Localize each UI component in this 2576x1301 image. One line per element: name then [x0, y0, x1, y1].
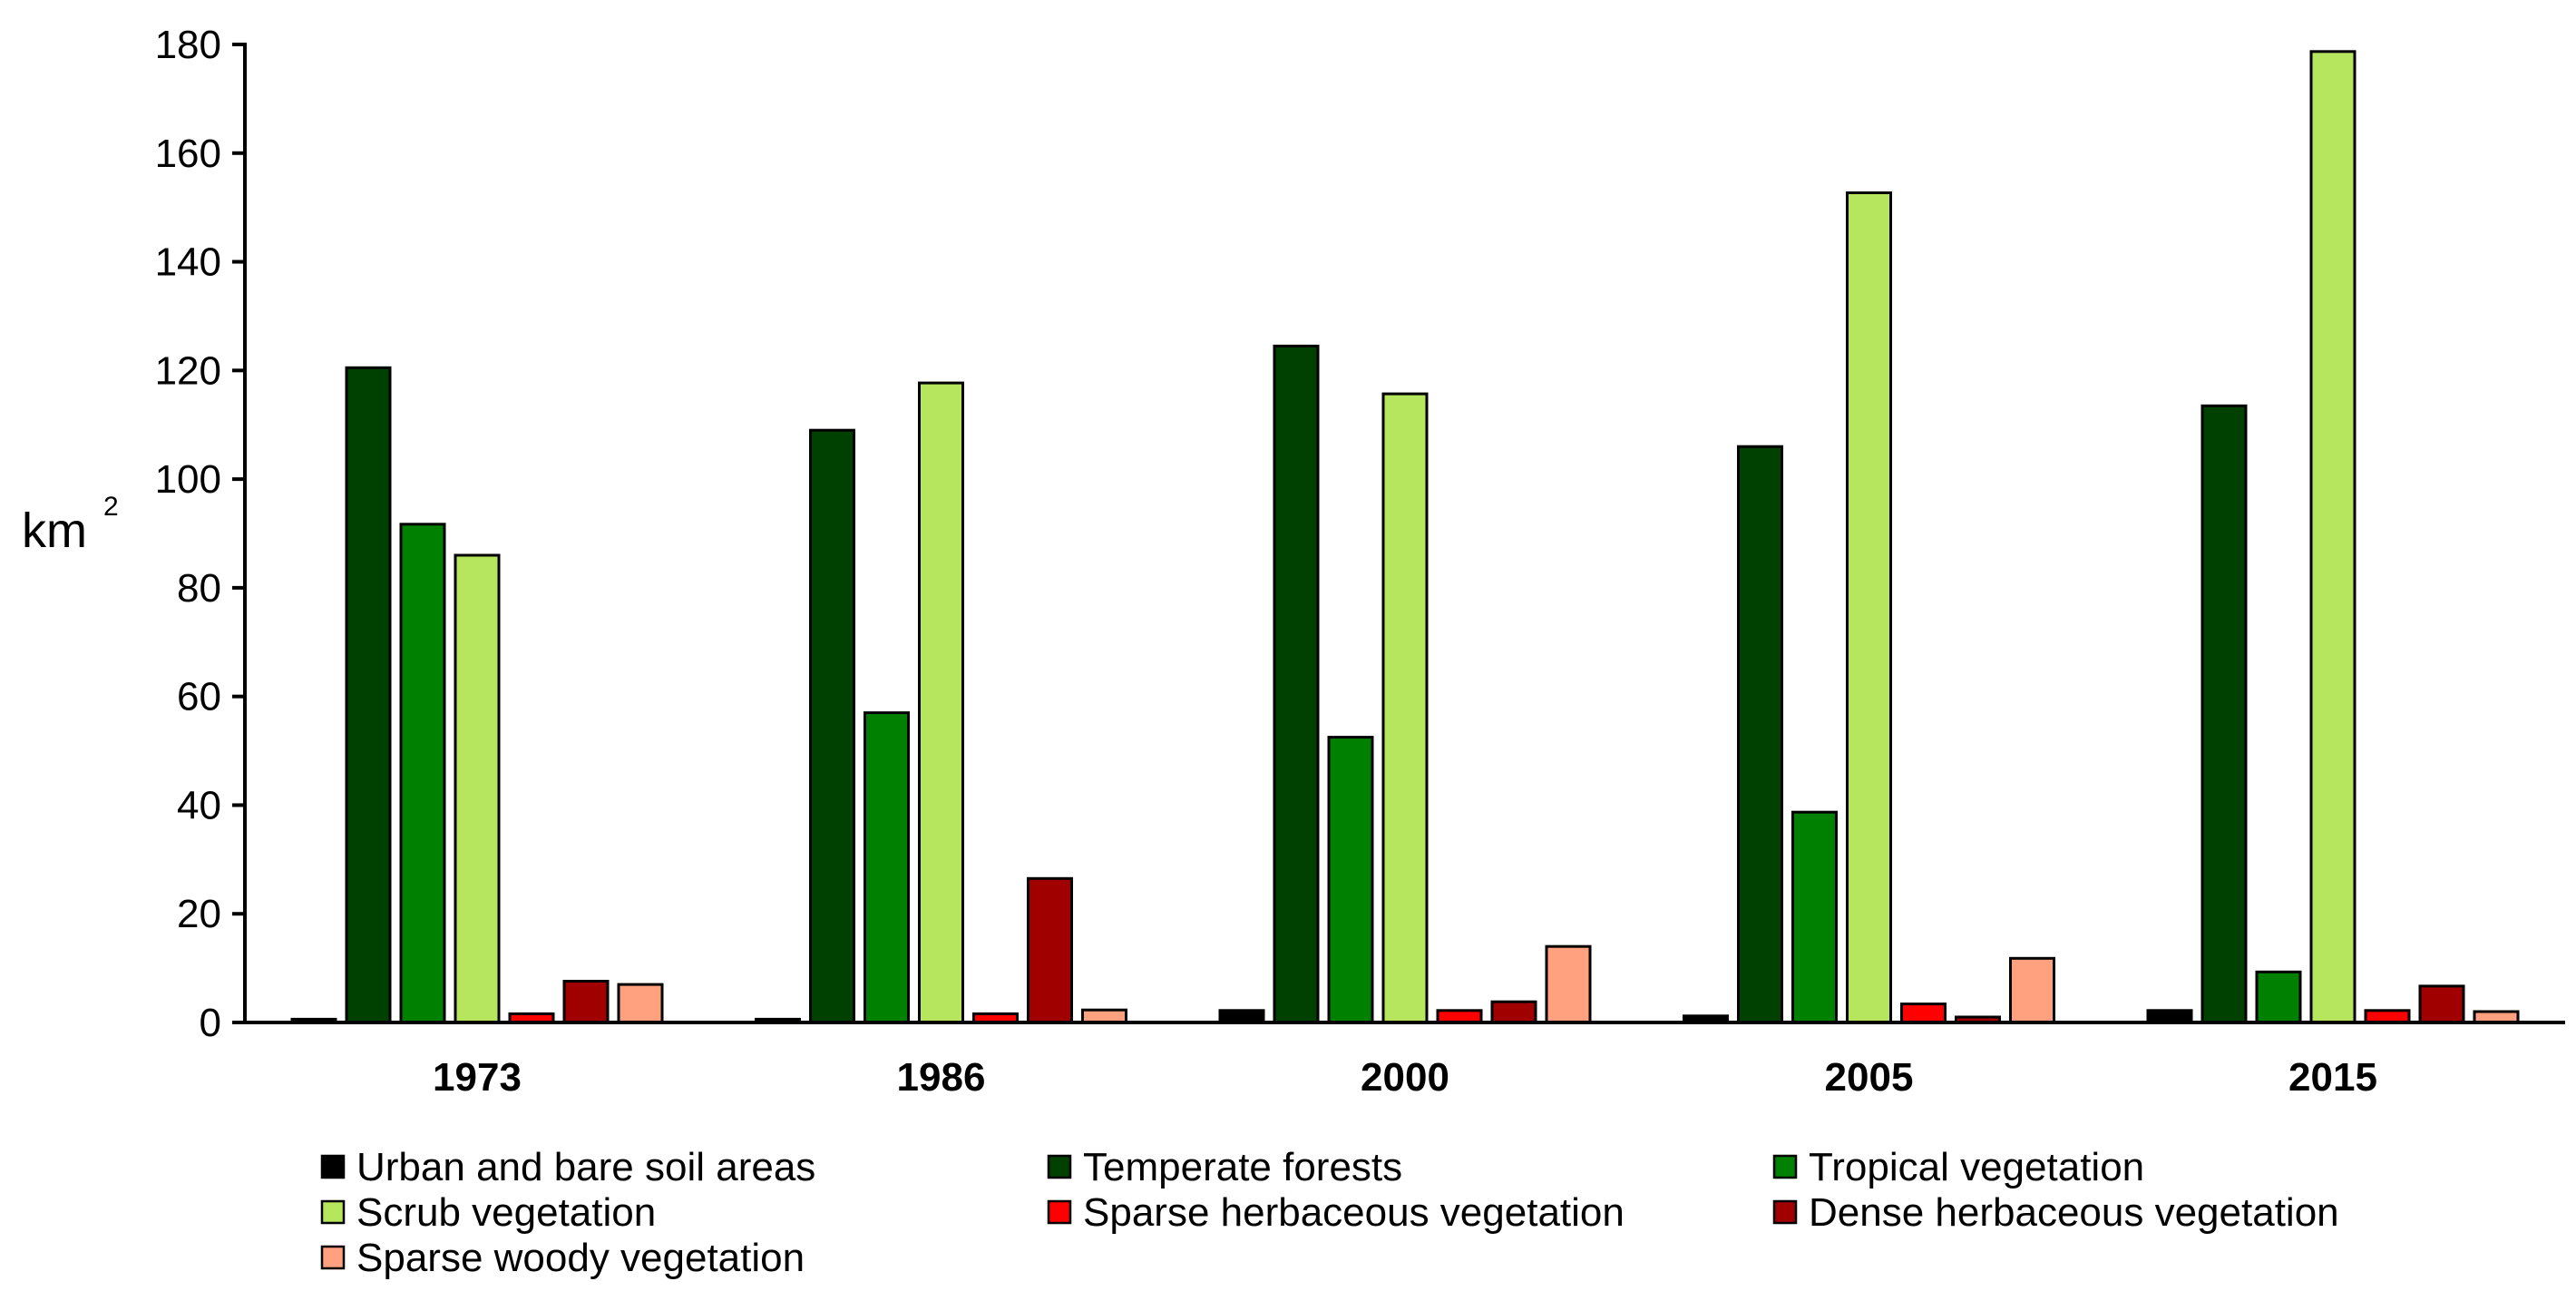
bars [290, 50, 2520, 1024]
bar-2000-temperate-forests [1273, 344, 1320, 1024]
legend-label-sparse-woody-vegetation: Sparse woody vegetation [356, 1236, 805, 1280]
bar-2015-dense-herbaceous-vegetation [2418, 984, 2465, 1024]
bar-1973-scrub-vegetation [454, 553, 501, 1024]
legend-swatch-sparse-woody-vegetation [320, 1245, 346, 1270]
legend-swatch-tropical-vegetation [1772, 1154, 1798, 1179]
bar-1973-tropical-vegetation [399, 523, 446, 1024]
bar-2005-scrub-vegetation [1846, 191, 1892, 1024]
y-axis-title: km [22, 504, 87, 558]
legend-swatch-dense-herbaceous-vegetation [1772, 1199, 1798, 1225]
bar-1986-scrub-vegetation [918, 381, 964, 1024]
legend-label-dense-herbaceous-vegetation: Dense herbaceous vegetation [1809, 1190, 2339, 1235]
legend-label-tropical-vegetation: Tropical vegetation [1809, 1145, 2144, 1189]
bar-1986-tropical-vegetation [864, 711, 910, 1024]
x-tick-label-1986: 1986 [897, 1055, 986, 1100]
bar-2000-scrub-vegetation [1381, 392, 1429, 1024]
y-tick-label-0: 0 [200, 1001, 221, 1045]
bar-2015-tropical-vegetation [2255, 970, 2302, 1024]
x-tick-label-2005: 2005 [1825, 1055, 1914, 1100]
y-tick-label-60: 60 [177, 675, 221, 719]
bar-2000-dense-herbaceous-vegetation [1490, 1000, 1537, 1024]
legend: Urban and bare soil areas Temperate fores… [320, 1145, 2339, 1280]
y-tick-label-120: 120 [155, 348, 221, 393]
legend-swatch-scrub-vegetation [320, 1199, 346, 1225]
x-tick-label-1973: 1973 [433, 1055, 522, 1100]
bar-2000-sparse-woody-vegetation [1545, 944, 1592, 1024]
legend-label-temperate-forests: Temperate forests [1083, 1145, 1402, 1189]
y-axis-title-superscript: 2 [103, 492, 119, 522]
legend-label-scrub-vegetation: Scrub vegetation [356, 1190, 656, 1235]
x-tick-label-2000: 2000 [1361, 1055, 1449, 1100]
y-tick-label-80: 80 [177, 566, 221, 611]
bar-1973-temperate-forests [345, 366, 392, 1024]
bar-2005-sparse-woody-vegetation [2009, 956, 2055, 1024]
bar-1986-temperate-forests [809, 428, 855, 1024]
bar-2000-tropical-vegetation [1327, 736, 1374, 1024]
legend-swatch-temperate-forests [1047, 1154, 1072, 1179]
bar-1986-sparse-woody-vegetation [1081, 1008, 1127, 1024]
labels: 0 20 40 60 80 100 120 140 160 180 1973 1986 2000 2005… [22, 23, 2377, 1100]
x-tick-label-2015: 2015 [2288, 1055, 2377, 1100]
bar-2005-tropical-vegetation [1791, 810, 1838, 1024]
bar-2005-sparse-herbaceous-vegetation [1900, 1003, 1947, 1024]
bar-2015-temperate-forests [2200, 404, 2248, 1024]
bar-2015-scrub-vegetation [2309, 50, 2356, 1024]
y-tick-label-20: 20 [177, 892, 221, 936]
legend-swatch-urban-and-bare-soil-areas [320, 1154, 346, 1179]
y-tick-label-160: 160 [155, 132, 221, 176]
y-tick-label-40: 40 [177, 783, 221, 827]
bar-2005-temperate-forests [1737, 445, 1783, 1024]
legend-label-sparse-herbaceous-vegetation: Sparse herbaceous vegetation [1083, 1190, 1625, 1235]
y-tick-label-100: 100 [155, 457, 221, 502]
legend-swatch-sparse-herbaceous-vegetation [1047, 1199, 1072, 1225]
y-tick-label-180: 180 [155, 23, 221, 67]
axes [232, 43, 2565, 1024]
legend-label-urban-and-bare-soil-areas: Urban and bare soil areas [356, 1145, 815, 1189]
y-tick-label-140: 140 [155, 240, 221, 285]
bar-1973-sparse-woody-vegetation [617, 983, 664, 1024]
bar-1986-dense-herbaceous-vegetation [1027, 876, 1073, 1024]
bar-1973-dense-herbaceous-vegetation [562, 980, 610, 1024]
